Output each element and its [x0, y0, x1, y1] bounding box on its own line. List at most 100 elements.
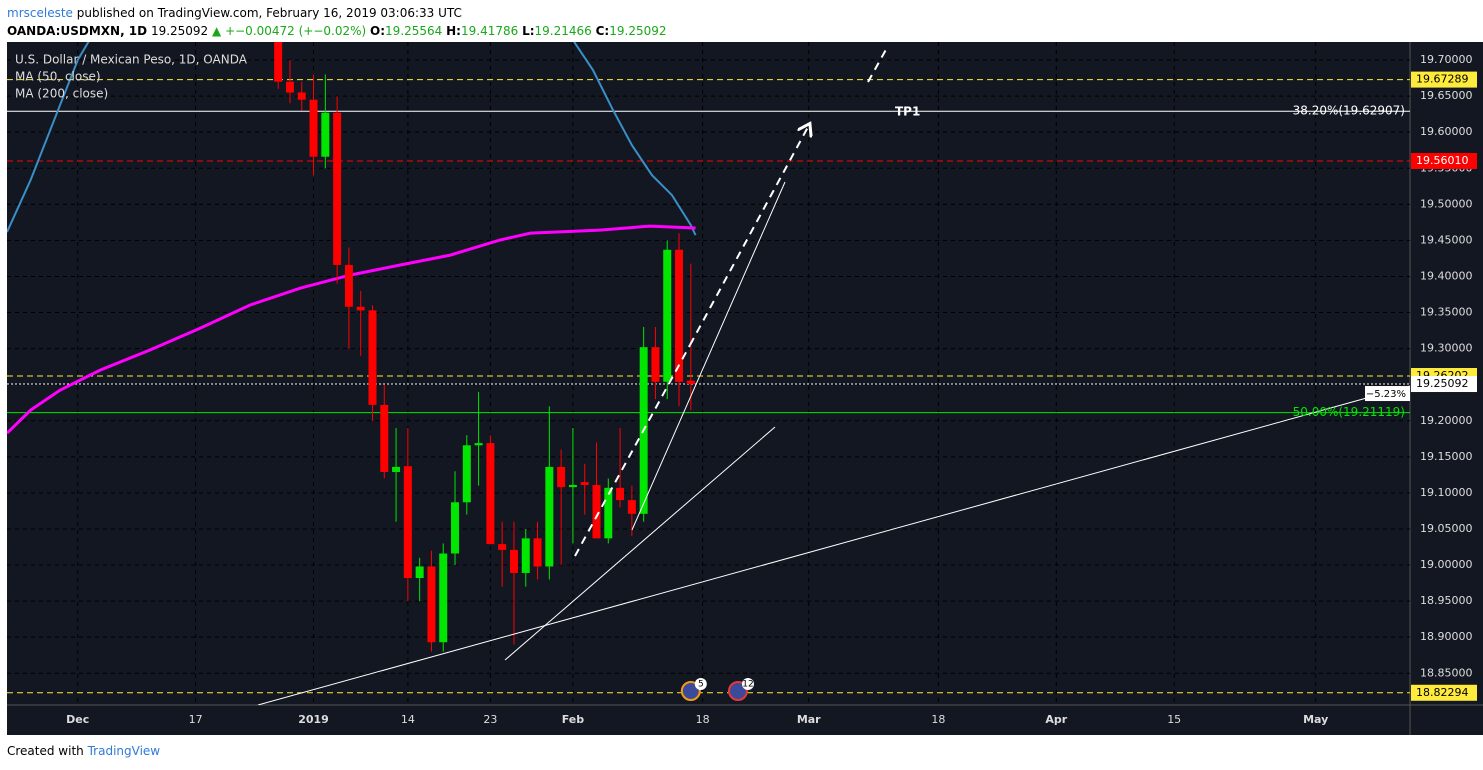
x-tick-label: 15 — [1167, 713, 1181, 726]
candle-body — [545, 466, 554, 567]
c-label: C: — [595, 24, 610, 38]
candle-body — [663, 249, 672, 382]
y-tick-label: 19.20000 — [1420, 414, 1473, 427]
legend-entry: MA (200, close) — [15, 87, 108, 101]
plot — [7, 42, 1410, 705]
candle-body — [285, 81, 294, 93]
x-tick-label: 2019 — [298, 713, 329, 726]
trend-line — [504, 426, 776, 661]
trend-line — [257, 385, 1410, 705]
c-value: 19.25092 — [609, 24, 667, 38]
event-icon — [727, 681, 748, 701]
y-tick-label: 19.15000 — [1420, 450, 1473, 463]
candle-body — [675, 249, 684, 382]
symbol: OANDA:USDMXN, 1D — [7, 24, 148, 38]
candle-body — [474, 443, 483, 446]
fib-label: 50.00%(19.21119) — [1293, 405, 1405, 419]
candle-body — [368, 310, 377, 405]
y-tick-label: 19.10000 — [1420, 486, 1473, 499]
candle-body — [415, 566, 424, 579]
candle-body — [568, 484, 577, 488]
footer: Created with TradingView — [7, 744, 160, 758]
y-tick-label: 19.40000 — [1420, 269, 1473, 282]
x-tick-label: May — [1303, 713, 1328, 726]
candle-body — [580, 482, 589, 485]
h-label: H: — [446, 24, 461, 38]
drawings — [257, 45, 1410, 705]
event-count: 5 — [698, 680, 704, 690]
y-tick-label: 19.35000 — [1420, 306, 1473, 319]
created: Created with — [7, 744, 84, 758]
candle-body — [451, 502, 460, 554]
projection-arrow — [867, 45, 889, 83]
event-badge — [741, 678, 754, 690]
event-icon — [680, 681, 701, 701]
projection-arrow — [574, 344, 691, 557]
change: ▲ +−0.00472 (+−0.02%) — [212, 24, 367, 38]
candle-body — [533, 538, 542, 567]
y-tick-label: 19.70000 — [1420, 53, 1473, 66]
candle-body — [403, 466, 412, 579]
candle-body — [356, 306, 365, 311]
candle-body — [333, 112, 342, 265]
l-label: L: — [522, 24, 535, 38]
y-tick-label: 19.50000 — [1420, 197, 1473, 210]
level-tag — [1411, 152, 1477, 169]
candle-body — [321, 112, 330, 157]
candle-body — [557, 466, 566, 488]
legend-title: U.S. Dollar / Mexican Peso, 1D, OANDA — [15, 53, 248, 67]
candle-body — [604, 487, 613, 539]
x-tick-label: Apr — [1045, 713, 1067, 726]
chart-bg — [7, 42, 1483, 735]
candle-body — [427, 566, 436, 643]
author: mrsceleste — [7, 6, 73, 20]
event-badge — [694, 678, 707, 690]
y-tick-label: 18.85000 — [1420, 666, 1473, 679]
candle-body — [274, 42, 283, 82]
published: published on TradingView.com, February 1… — [76, 6, 462, 20]
candle-body — [380, 404, 389, 472]
y-tick-label: 19.05000 — [1420, 522, 1473, 535]
x-tick-label: 14 — [401, 713, 415, 726]
trend-line — [631, 181, 786, 531]
x-tick-label: 23 — [483, 713, 497, 726]
h-value: 19.41786 — [460, 24, 519, 38]
x-tick-label: Dec — [66, 713, 89, 726]
level-tag — [1411, 684, 1477, 701]
candle-body — [651, 347, 660, 382]
o-value: 19.25564 — [385, 24, 443, 38]
header: mrsceleste published on TradingView.com,… — [7, 4, 667, 40]
y-tick-label: 18.95000 — [1420, 594, 1473, 607]
change-tag — [1365, 386, 1410, 402]
ma-line — [7, 42, 697, 236]
ma-line — [7, 224, 696, 435]
candle-body — [309, 99, 318, 157]
candle-body — [498, 544, 507, 550]
candle-body — [686, 380, 695, 385]
candle-body — [509, 549, 518, 573]
x-tick-label: Feb — [562, 713, 585, 726]
candle-body — [592, 484, 601, 539]
level-tag-label: 18.82294 — [1416, 686, 1469, 699]
brand: TradingView — [87, 744, 161, 758]
x-tick-label: 18 — [931, 713, 945, 726]
level-tag — [1411, 71, 1477, 88]
y-tick-label: 19.00000 — [1420, 558, 1473, 571]
level-tag-label: 19.25092 — [1416, 377, 1469, 390]
y-tick-label: 19.60000 — [1420, 125, 1473, 138]
y-tick-label: 19.65000 — [1420, 89, 1473, 102]
o-label: O: — [370, 24, 386, 38]
candle-body — [486, 443, 495, 545]
candle-body — [521, 538, 530, 573]
event-count: 12 — [742, 680, 753, 690]
candle-body — [627, 500, 636, 514]
y-tick-label: 18.90000 — [1420, 630, 1473, 643]
chart: U.S. Dollar / Mexican Peso, 1D, OANDA MA… — [7, 42, 1483, 735]
candle-body — [297, 92, 306, 100]
x-tick-label: 17 — [189, 713, 203, 726]
level-tag-label: 19.56010 — [1416, 154, 1469, 167]
change-label: −5.23% — [1366, 389, 1406, 400]
candle-body — [392, 466, 401, 472]
x-tick-label: 18 — [696, 713, 710, 726]
